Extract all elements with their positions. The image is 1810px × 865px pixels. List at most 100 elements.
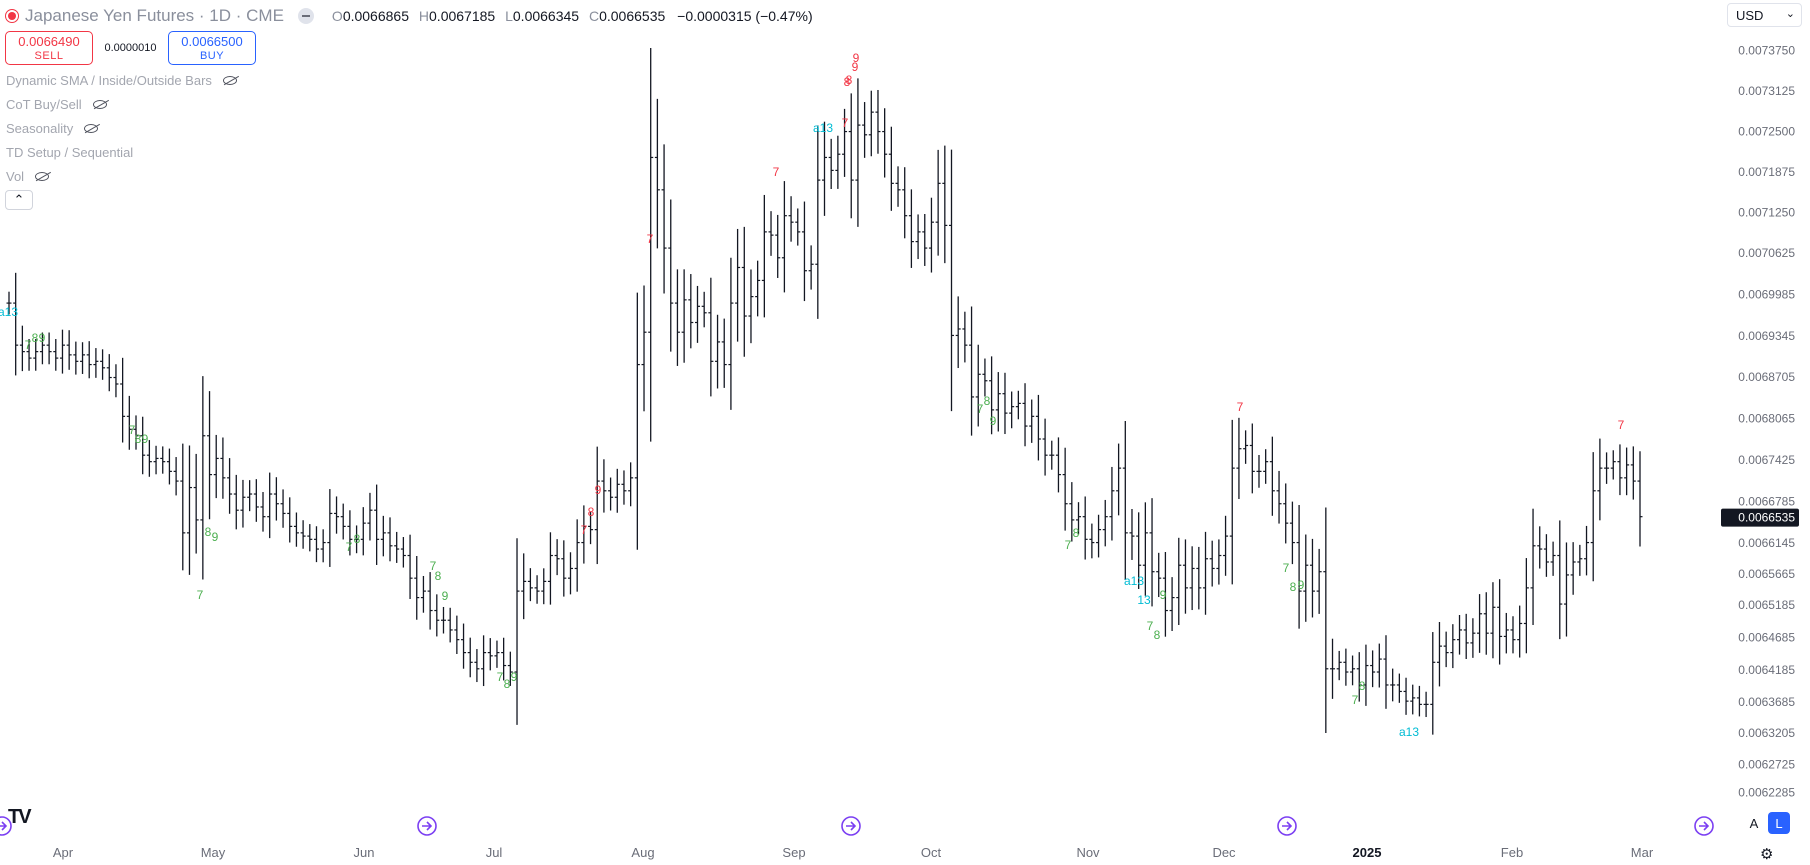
chevron-up-icon: ⌃ [13,192,25,207]
td-label: 7 [1618,418,1625,432]
td-label: 9 [595,483,602,497]
indicator-cot[interactable]: CoT Buy/Sell [6,97,110,112]
ohlc-readout: O0.0066865 H0.0067185 L0.0066345 C0.0066… [326,8,813,24]
price-tick-label: 0.0062285 [1738,786,1795,800]
price-tick-label: 0.0063205 [1738,726,1795,740]
eye-hidden-icon[interactable] [222,75,240,86]
currency-value: USD [1736,7,1764,23]
td-label: 7 [25,338,32,352]
event-circle-icon [1694,816,1714,836]
td-label: 8 [588,505,595,519]
collapse-legend-button[interactable]: ⌃ [5,190,33,210]
sell-button[interactable]: 0.0066490 SELL [5,31,93,65]
td-label: 7 [773,165,780,179]
price-tick-label: 0.0066145 [1738,536,1795,550]
low-value: 0.0066345 [512,8,580,24]
spread-value: 0.0000010 [104,42,157,54]
td-label: a13 [0,305,18,319]
td-label: 13 [1137,593,1151,607]
time-tick-label: Dec [1212,845,1236,860]
td-label: 7 [497,670,504,684]
symbol-title[interactable]: Japanese Yen Futures · 1D · CME [25,6,284,25]
time-tick-label: Jul [486,845,503,860]
price-tick-label: 0.0071250 [1738,205,1795,219]
time-axis: Apr May Jun Jul Aug Sep Oct Nov Dec 2025 Feb Mar [53,845,1654,860]
price-tick-label: 0.0070625 [1738,246,1795,260]
price-tick-label: 0.0064685 [1738,630,1795,644]
price-tick-label: 0.0069345 [1738,329,1795,343]
low-key: L [505,8,513,24]
price-tick-label: 0.0069985 [1738,287,1795,301]
price-tick-label: 0.0068065 [1738,412,1795,426]
td-label: 8 [1359,679,1366,693]
eye-hidden-icon[interactable] [83,123,101,134]
td-label: 9 [990,414,997,428]
td-label: 7 [1352,693,1359,707]
td-label: 9 [852,60,859,74]
close-value: 0.0066535 [599,8,666,24]
minus-icon[interactable] [297,8,314,24]
td-label: 8 [504,677,511,691]
td-label: 7 [977,402,984,416]
td-label: 7 [1147,619,1154,633]
td-label: a13 [813,121,833,135]
td-label: 9 [142,432,149,446]
tradingview-logo[interactable]: TV [8,806,32,828]
td-label: 7 [581,523,588,537]
td-label: 9 [442,589,449,603]
time-tick-label: Oct [921,845,942,860]
price-axis: 0.0073750 0.0073125 0.0072500 0.0071875 0.00… [1721,44,1799,800]
event-circle-icon [841,816,861,836]
td-label: 7 [842,116,849,130]
time-tick-label: May [201,845,226,860]
currency-select[interactable]: USD ⌄ [1727,3,1802,27]
td-label: 9 [212,530,219,544]
price-tick-label: 0.0067425 [1738,453,1795,467]
event-arrow-icon [0,821,8,831]
td-label: 7 [647,232,654,246]
time-tick-label: Feb [1501,845,1523,860]
td-label: a13 [1124,574,1144,588]
sell-label: SELL [34,50,64,62]
ohlc-bars [6,47,1643,735]
time-tick-label: Nov [1076,845,1100,860]
eye-hidden-icon[interactable] [34,171,52,182]
event-circle-icon [1277,816,1297,836]
td-label: 7 [1237,400,1244,414]
td-label: 7 [346,540,353,554]
time-tick-label: Jun [354,845,375,860]
indicator-td-setup[interactable]: TD Setup / Sequential [6,145,133,160]
settings-icon[interactable]: ⚙ [1760,846,1774,863]
chevron-down-icon: ⌄ [1785,8,1795,20]
price-tick-label: 0.0065665 [1738,567,1795,581]
td-label: 7 [430,559,437,573]
td-label: 8 [435,569,442,583]
indicator-label: Dynamic SMA / Inside/Outside Bars [6,73,212,88]
change-value: −0.0000315 (−0.47%) [677,8,813,24]
time-tick-label: Mar [1631,845,1654,860]
indicator-seasonality[interactable]: Seasonality [6,121,101,136]
td-label: 8 [135,432,142,446]
td-label: 8 [205,525,212,539]
indicator-dynamic-sma[interactable]: Dynamic SMA / Inside/Outside Bars [6,73,240,88]
td-label: 9 [1298,578,1305,592]
td-label: 8 [1073,526,1080,540]
auto-scale-button[interactable]: A [1749,815,1759,831]
td-label: 8 [1154,628,1161,642]
log-scale-button[interactable]: L [1768,812,1790,834]
indicator-vol[interactable]: Vol [6,169,52,184]
td-label: 8 [844,75,851,89]
last-price-badge [1721,508,1799,527]
td-label: 9 [853,51,860,65]
price-tick-label: 0.0073125 [1738,84,1795,98]
event-arrow-icon [846,821,857,831]
time-tick-label: Apr [53,845,74,860]
eye-hidden-icon[interactable] [92,99,110,110]
td-label: a13 [1399,725,1419,739]
trade-panel: 0.0066490 SELL 0.0000010 0.0066500 BUY [5,31,256,65]
td-label: 8 [1290,580,1297,594]
td-label: 8 [32,331,39,345]
td-label: 7 [1283,561,1290,575]
buy-button[interactable]: 0.0066500 BUY [168,31,256,65]
